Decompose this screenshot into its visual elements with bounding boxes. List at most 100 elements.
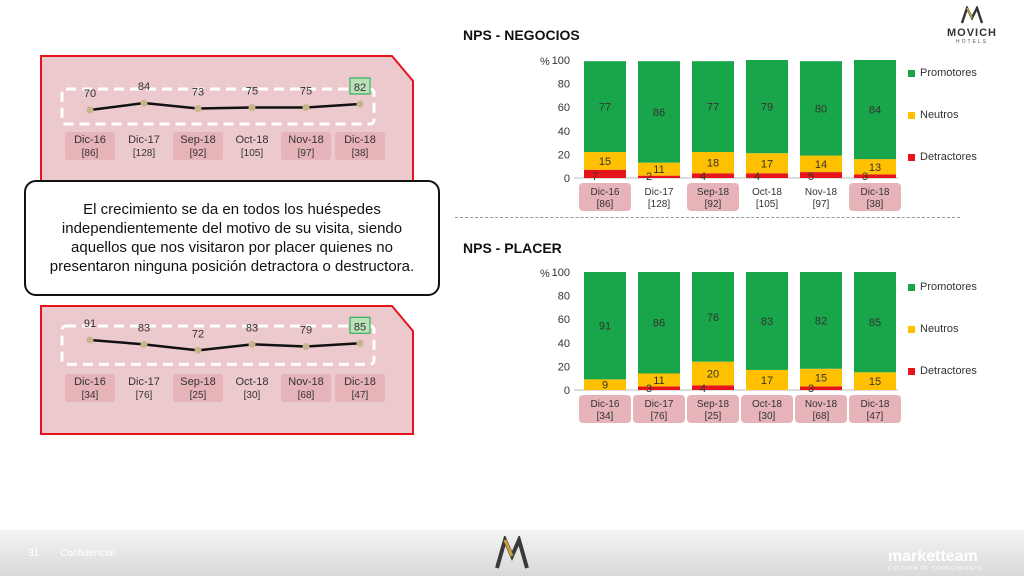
y-tick-label: 20: [558, 149, 570, 161]
category-highlight-chip: [173, 374, 223, 402]
legend-swatch: [908, 69, 915, 77]
x-tick-sublabel: [92]: [190, 148, 207, 159]
promotores-value-label: 79: [761, 102, 773, 114]
line-point: [248, 104, 256, 111]
neutros-value-label: 17: [761, 375, 773, 387]
line-point: [248, 340, 256, 348]
x-tick-sublabel: [76]: [651, 411, 668, 422]
y-tick-label: 0: [564, 173, 570, 185]
x-tick-label: Dic-17: [645, 187, 674, 198]
line-point: [194, 105, 202, 112]
x-tick-sublabel: [68]: [298, 390, 315, 401]
x-tick-sublabel: [128]: [133, 148, 155, 159]
x-tick-sublabel: [25]: [705, 411, 722, 422]
legend-label: Promotores: [920, 67, 977, 79]
category-highlight-chip: [741, 395, 793, 423]
category-highlight-chip: [65, 374, 115, 402]
legend-swatch: [908, 111, 915, 119]
promotores-value-label: 80: [815, 103, 827, 115]
footer-brand-sub: CULTURA DE CONOCIMIENTO: [888, 566, 984, 572]
x-tick-sublabel: [34]: [597, 411, 614, 422]
x-tick-sublabel: [86]: [82, 148, 99, 159]
neutros-value-label: 11: [653, 375, 664, 387]
bar-segment-promotores: [638, 61, 680, 163]
x-tick-sublabel: [97]: [298, 148, 315, 159]
line-point: [302, 343, 310, 351]
line-value-label: 83: [138, 322, 150, 334]
x-tick-label: Sep-18: [697, 187, 730, 198]
line-chart-negocios: 70 84 73 75 75 82 Dic-16 [86] Dic-17 [128] Sep-18 […: [40, 55, 414, 205]
promotores-value-label: 91: [599, 321, 611, 333]
line-value-label: 73: [192, 87, 204, 99]
neutros-value-label: 11: [653, 164, 664, 176]
x-tick-sublabel: [47]: [352, 390, 369, 401]
bar-segment-neutros: [800, 155, 842, 173]
y-tick-label: 60: [558, 102, 570, 114]
legend-swatch: [908, 325, 915, 333]
bar-segment-promotores: [584, 61, 626, 153]
insight-callout: El crecimiento se da en todos los huéspe…: [24, 180, 440, 296]
x-tick-label: Dic-18: [344, 376, 376, 388]
detractores-value-label: 7: [592, 171, 598, 183]
line-point: [356, 339, 364, 347]
dashed-highlight-box: [60, 87, 376, 126]
x-tick-label: Dic-18: [861, 187, 890, 198]
y-tick-label: 80: [558, 291, 570, 303]
category-highlight-chip: [633, 395, 685, 423]
bar-segment-detractores: [638, 386, 680, 390]
x-tick-sublabel: [68]: [813, 411, 830, 422]
category-highlight-chip: [65, 132, 115, 160]
x-tick-label: Nov-18: [805, 399, 838, 410]
movich-logo: MOVICH HOTELS: [944, 4, 1000, 46]
y-tick-label: 60: [558, 314, 570, 326]
bar-segment-neutros: [638, 162, 680, 176]
line-point: [86, 336, 94, 344]
bar-segment-promotores: [746, 60, 788, 154]
legend-label: Detractores: [920, 365, 977, 377]
chart-title-negocios: NPS - NEGOCIOS: [463, 27, 580, 43]
bar-chart-placer: 020406080100%991Dic-16[34]31186Dic-17[76…: [540, 267, 901, 423]
promotores-value-label: 77: [707, 102, 719, 114]
legend-negocios-detractores: Detractores: [908, 151, 977, 163]
x-tick-label: Sep-18: [180, 376, 215, 388]
line-value-label: 70: [84, 88, 96, 100]
bar-segment-detractores: [692, 385, 734, 390]
promotores-value-label: 86: [653, 107, 665, 119]
highlight-value-box: [349, 316, 371, 334]
x-tick-label: Dic-16: [74, 134, 106, 146]
neutros-value-label: 15: [869, 376, 881, 388]
category-highlight-chip: [579, 183, 631, 211]
y-tick-label: 40: [558, 126, 570, 138]
bar-segment-promotores: [800, 272, 842, 369]
section-divider: [455, 217, 960, 218]
detractores-value-label: 2: [646, 171, 652, 183]
promotores-value-label: 82: [815, 315, 827, 327]
detractores-value-label: 3: [862, 171, 868, 183]
legend-label: Promotores: [920, 281, 977, 293]
x-tick-label: Sep-18: [697, 399, 730, 410]
x-tick-label: Dic-16: [591, 399, 620, 410]
x-tick-label: Dic-16: [74, 376, 106, 388]
y-axis-label: %: [540, 268, 550, 280]
trend-line: [89, 101, 361, 112]
y-tick-label: 40: [558, 338, 570, 350]
x-tick-sublabel: [105]: [756, 199, 778, 210]
line-point: [140, 99, 148, 107]
x-tick-sublabel: [97]: [813, 199, 830, 210]
x-tick-label: Nov-18: [288, 376, 323, 388]
line-chart-placer: 91 83 72 83 79 85 Dic-16 [34] Dic-17 [76] Sep-18 [2…: [40, 305, 414, 435]
line-point: [356, 100, 364, 108]
brand-name: MOVICH: [947, 27, 997, 39]
bar-segment-detractores: [854, 174, 896, 178]
promotores-value-label: 84: [869, 105, 881, 117]
bar-segment-detractores: [638, 175, 680, 178]
category-highlight-chip: [579, 395, 631, 423]
line-value-label: 83: [246, 322, 258, 334]
bar-segment-neutros: [692, 361, 734, 386]
x-tick-label: Dic-18: [344, 134, 376, 146]
promotores-value-label: 85: [869, 317, 881, 329]
line-point: [140, 340, 148, 348]
x-tick-label: Nov-18: [288, 134, 323, 146]
line-point: [86, 106, 94, 114]
category-highlight-chip: [281, 374, 331, 402]
